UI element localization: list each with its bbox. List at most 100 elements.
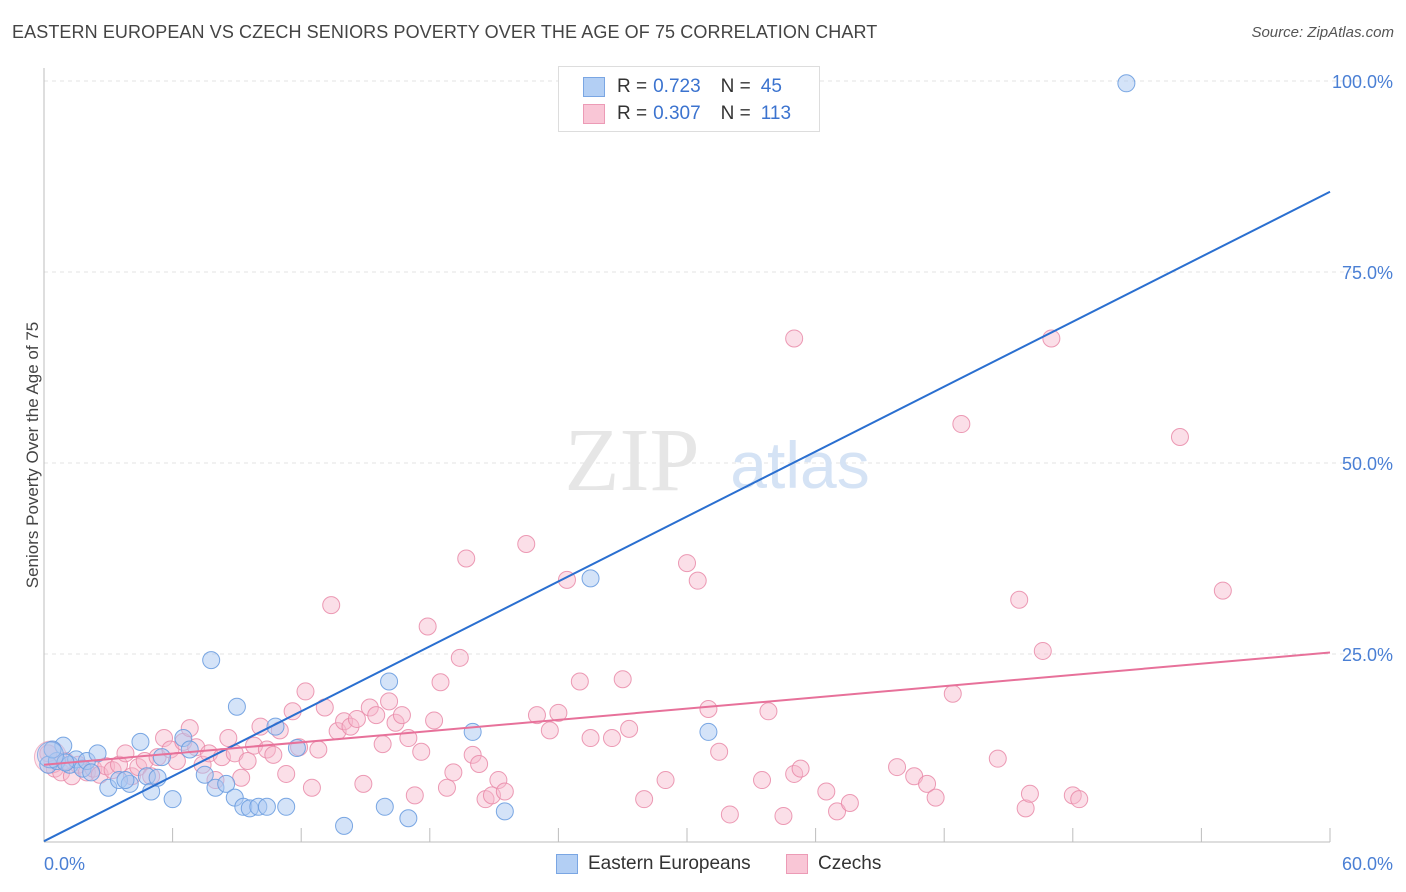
czechs-point [988,749,1007,768]
czechs-point [360,698,379,717]
czechs-point [386,713,405,732]
eastern-europeans-point [180,740,199,759]
czechs-point [302,778,321,797]
y-tick-label: 25.0% [1342,645,1393,665]
axes [43,68,1331,843]
czechs-point [1033,641,1052,660]
eastern-europeans-points [36,74,1136,835]
czechs-point [341,717,360,736]
eastern-europeans-point [36,741,64,769]
trend-line-czechs [43,651,1331,766]
watermark: ZIP atlas [565,411,870,510]
eastern-europeans-point [217,774,236,793]
eastern-europeans-point [195,765,214,784]
czechs-point [613,670,632,689]
eastern-europeans-point [380,672,399,691]
legend-r-label: R = [617,103,648,124]
bottom-legend-swatch-pink [786,854,808,874]
czechs-point [710,742,729,761]
czechs-point [774,806,793,825]
eastern-europeans-point [227,697,246,716]
bottom-legend-czechs[interactable]: Czechs [786,851,881,877]
bottom-legend-eastern-europeans[interactable]: Eastern Europeans [556,851,751,877]
czechs-point [678,554,696,573]
eastern-europeans-point [82,763,101,782]
czechs-point [1010,590,1029,609]
czechs-point [155,729,174,748]
eastern-europeans-point [1117,74,1136,93]
czechs-point [232,768,251,787]
bottom-legend-label: Czechs [818,853,882,874]
eastern-europeans-point [277,797,296,816]
legend-r-value: 0.307 [653,103,701,124]
czechs-point [785,329,804,348]
czechs-point [1020,784,1039,803]
czechs-point [277,764,296,783]
czechs-point [418,617,437,636]
czechs-point [517,534,536,553]
eastern-europeans-point [581,569,600,588]
czechs-point [1170,428,1189,447]
czechs-point [444,763,463,782]
eastern-europeans-point [116,771,135,790]
legend-row-eastern-europeans: R = 0.723 N = 45 [583,75,782,99]
czechs-point [1213,581,1232,600]
legend-swatch-blue [583,77,605,97]
czechs-point [699,700,718,719]
x-tick-label: 0.0% [44,854,85,874]
czechs-point [759,702,778,721]
y-tick-label: 50.0% [1342,454,1393,474]
czechs-point [264,745,283,764]
legend-n-value: 45 [760,76,782,97]
legend-r-value: 0.723 [653,76,701,97]
czechs-point [238,751,257,770]
czechs-point [656,771,675,790]
czechs-point [602,729,621,748]
czechs-point [283,702,302,721]
eastern-europeans-point [375,797,394,816]
chart-title: EASTERN EUROPEAN VS CZECH SENIORS POVERT… [12,22,878,42]
czechs-point [635,790,654,809]
czechs-point [296,682,315,701]
eastern-europeans-point [131,732,150,751]
czechs-point [405,786,424,805]
czechs-point [309,740,328,759]
legend-row-czechs: R = 0.307 N = 113 [583,102,791,126]
legend-swatch-pink [583,104,605,124]
czechs-point [943,684,962,703]
gridlines [44,80,1365,655]
y-tick-label: 75.0% [1342,263,1393,283]
trend-lines [43,190,1331,843]
czechs-point [354,774,373,793]
czechs-points [33,329,1232,825]
czechs-point [437,778,456,797]
source-credit: Source: ZipAtlas.com [1251,24,1394,41]
czechs-point [373,735,392,754]
czechs-point [470,755,489,774]
czechs-point [888,758,907,777]
czechs-point [431,673,450,692]
legend-n-value: 113 [760,103,792,124]
bottom-legend-swatch-blue [556,854,578,874]
trend-line-eastern-europeans [43,190,1331,843]
y-tick-label: 100.0% [1332,72,1393,92]
czechs-point [322,596,341,615]
eastern-europeans-point [43,740,62,759]
eastern-europeans-point [335,816,354,835]
czechs-point [380,692,399,711]
eastern-europeans-point [699,722,718,741]
eastern-europeans-point [495,802,514,821]
czechs-point [688,571,707,590]
czechs-point [367,706,386,725]
eastern-europeans-point [257,797,276,816]
tick-labels: 25.0% 50.0% 75.0% 100.0% 0.0% 60.0% [44,72,1393,874]
czechs-point [817,782,836,801]
czechs-point [540,721,559,740]
legend-n-label: N = [720,103,751,124]
czechs-point [450,648,469,667]
czechs-point [412,742,431,761]
czechs-point [620,719,639,738]
watermark-atlas: atlas [730,428,869,502]
watermark-zip: ZIP [565,411,700,510]
